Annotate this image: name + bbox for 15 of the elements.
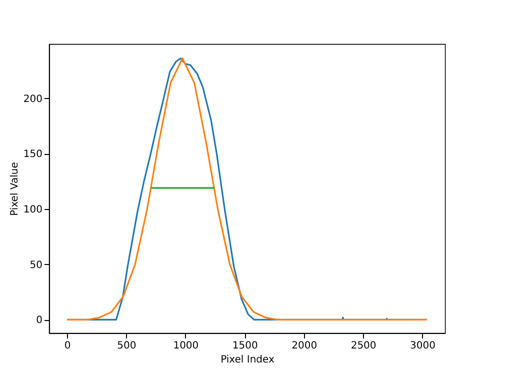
line-series [66,58,428,321]
y-tick-label: 0 [36,315,42,326]
x-tick-label: 3000 [410,340,436,352]
y-axis-title: Pixel Value [9,162,20,216]
x-tick-label: 1500 [232,340,258,352]
x-tick-label: 2000 [292,340,318,352]
x-tick-label: 1000 [173,340,199,352]
y-tick-label: 50 [30,260,42,271]
y-tick-label: 100 [23,204,42,216]
x-tick-label: 2500 [350,340,376,352]
x-tick-label: 0 [64,340,71,352]
x-axis-title: Pixel Index [220,354,274,366]
y-tick-label: 150 [23,149,42,160]
x-tick-label: 500 [117,340,136,352]
y-tick-label: 200 [23,94,42,105]
